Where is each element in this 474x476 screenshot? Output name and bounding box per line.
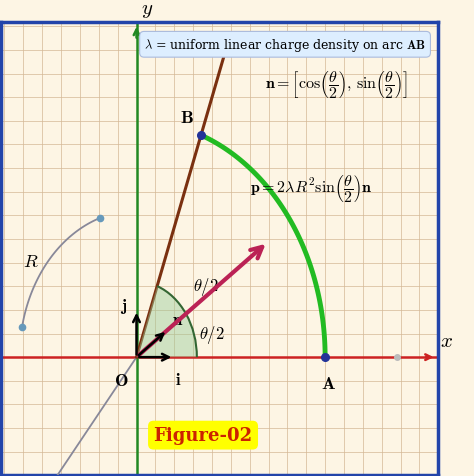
- Wedge shape: [137, 287, 197, 357]
- Text: $\mathbf{i}$: $\mathbf{i}$: [175, 372, 181, 388]
- Text: $\mathbf{n}$: $\mathbf{n}$: [172, 311, 183, 328]
- Text: $\mathbf{O}$: $\mathbf{O}$: [114, 372, 129, 389]
- Text: $\mathbf{n} = \left[\cos\!\left(\dfrac{\theta}{2}\right),\,\sin\!\left(\dfrac{\t: $\mathbf{n} = \left[\cos\!\left(\dfrac{\…: [265, 69, 408, 100]
- Text: $\theta/2$: $\theta/2$: [199, 323, 224, 345]
- Text: $y$: $y$: [141, 0, 154, 20]
- Text: $x$: $x$: [440, 330, 453, 350]
- Text: Figure-02: Figure-02: [154, 426, 253, 444]
- Text: $R$: $R$: [23, 253, 38, 271]
- Text: $\theta/2$: $\theta/2$: [193, 276, 219, 298]
- Text: $\mathbf{B}$: $\mathbf{B}$: [180, 109, 193, 127]
- Text: $\lambda$ = uniform linear charge density on arc $\mathbf{AB}$: $\lambda$ = uniform linear charge densit…: [144, 37, 426, 54]
- Text: $\mathbf{A}$: $\mathbf{A}$: [321, 374, 337, 392]
- Text: $\mathbf{p} = 2\lambda R^2\sin\!\left(\dfrac{\theta}{2}\right)\mathbf{n}$: $\mathbf{p} = 2\lambda R^2\sin\!\left(\d…: [250, 173, 372, 204]
- Text: $\mathbf{j}$: $\mathbf{j}$: [120, 296, 127, 315]
